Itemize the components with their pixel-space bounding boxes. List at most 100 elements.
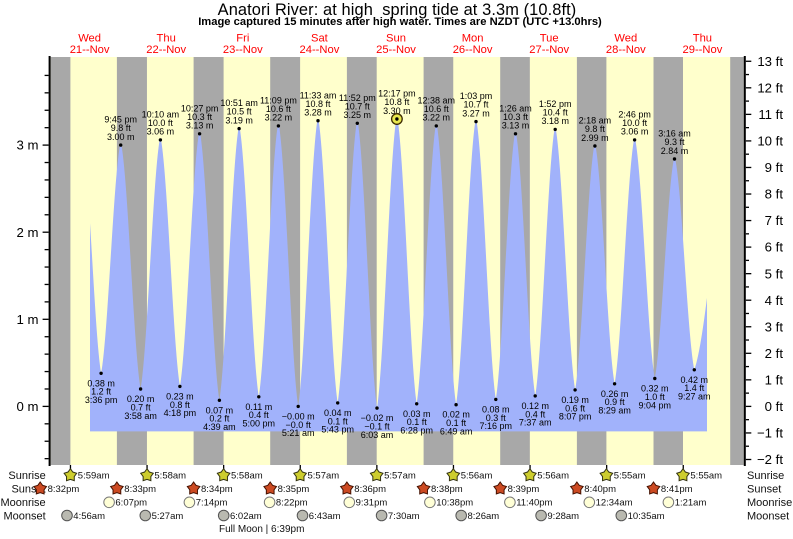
svg-text:8:34pm: 8:34pm	[201, 484, 233, 495]
svg-text:10:27 pm: 10:27 pm	[181, 103, 219, 113]
svg-text:0.38 m: 0.38 m	[87, 378, 115, 388]
svg-text:28--Nov: 28--Nov	[606, 44, 646, 56]
svg-text:5:56am: 5:56am	[461, 471, 493, 482]
svg-text:0.1 ft: 0.1 ft	[407, 417, 428, 427]
svg-text:10.3 ft: 10.3 ft	[187, 112, 213, 122]
svg-text:Moonrise: Moonrise	[747, 497, 792, 509]
svg-text:Fri: Fri	[236, 33, 249, 45]
svg-text:8:33pm: 8:33pm	[124, 484, 156, 495]
svg-text:9:27 am: 9:27 am	[678, 392, 711, 402]
svg-text:10 ft: 10 ft	[757, 134, 783, 149]
svg-text:11:40pm: 11:40pm	[516, 498, 552, 509]
svg-text:9:31pm: 9:31pm	[356, 498, 388, 509]
svg-text:7:14pm: 7:14pm	[196, 498, 228, 509]
svg-text:3.19 m: 3.19 m	[225, 115, 253, 125]
svg-text:1:21am: 1:21am	[675, 498, 707, 509]
svg-text:Tue: Tue	[540, 33, 559, 45]
svg-text:0.2 ft: 0.2 ft	[209, 414, 230, 424]
svg-text:9.3 ft: 9.3 ft	[664, 137, 685, 147]
svg-text:25--Nov: 25--Nov	[376, 44, 416, 56]
svg-text:9.8 ft: 9.8 ft	[111, 123, 132, 133]
svg-text:2 ft: 2 ft	[765, 346, 784, 361]
svg-text:9 ft: 9 ft	[765, 160, 784, 175]
svg-text:Sat: Sat	[311, 33, 329, 45]
svg-text:Anatori River: at high spring: Anatori River: at high spring tide at 3.…	[218, 1, 577, 19]
svg-text:0.1 ft: 0.1 ft	[446, 418, 467, 428]
svg-text:Mon: Mon	[462, 33, 484, 45]
svg-text:10:51 am: 10:51 am	[220, 98, 258, 108]
svg-text:29--Nov: 29--Nov	[683, 44, 723, 56]
svg-text:2 m: 2 m	[17, 225, 39, 240]
svg-text:1.4 ft: 1.4 ft	[684, 383, 705, 393]
svg-text:8:35pm: 8:35pm	[278, 484, 310, 495]
svg-text:9:04 pm: 9:04 pm	[639, 400, 672, 410]
svg-text:10.4 ft: 10.4 ft	[543, 108, 569, 118]
svg-text:26--Nov: 26--Nov	[453, 44, 493, 56]
svg-text:8:07 pm: 8:07 pm	[559, 412, 592, 422]
svg-text:0.04 m: 0.04 m	[324, 408, 352, 418]
svg-text:6:07pm: 6:07pm	[115, 498, 147, 509]
svg-text:1.2 ft: 1.2 ft	[91, 387, 112, 397]
svg-text:Full Moon | 6:39pm: Full Moon | 6:39pm	[219, 524, 304, 535]
svg-text:10:38pm: 10:38pm	[436, 498, 473, 509]
svg-text:24--Nov: 24--Nov	[300, 44, 340, 56]
svg-text:9:45 pm: 9:45 pm	[104, 115, 137, 125]
svg-text:6:28 pm: 6:28 pm	[400, 426, 433, 436]
svg-text:0.12 m: 0.12 m	[521, 401, 549, 411]
svg-text:8:26am: 8:26am	[468, 511, 500, 522]
svg-text:10.8 ft: 10.8 ft	[305, 99, 331, 109]
svg-text:8:22pm: 8:22pm	[276, 498, 308, 509]
svg-text:3.13 m: 3.13 m	[186, 121, 214, 131]
svg-text:10.0 ft: 10.0 ft	[148, 118, 174, 128]
svg-text:0.8 ft: 0.8 ft	[170, 400, 191, 410]
svg-text:3.27 m: 3.27 m	[462, 108, 490, 118]
svg-text:0 m: 0 m	[17, 399, 39, 414]
svg-text:10.6 ft: 10.6 ft	[266, 104, 292, 114]
svg-text:0.23 m: 0.23 m	[166, 391, 194, 401]
svg-text:4:18 pm: 4:18 pm	[164, 408, 197, 418]
svg-text:10.5 ft: 10.5 ft	[227, 107, 253, 117]
svg-text:2:18 am: 2:18 am	[579, 116, 612, 126]
svg-text:10.7 ft: 10.7 ft	[345, 101, 371, 111]
svg-text:10.8 ft: 10.8 ft	[384, 97, 410, 107]
svg-text:4 ft: 4 ft	[765, 293, 784, 308]
svg-text:0.26 m: 0.26 m	[601, 389, 629, 399]
svg-text:2:46 pm: 2:46 pm	[618, 110, 651, 120]
svg-text:27--Nov: 27--Nov	[529, 44, 569, 56]
svg-text:21--Nov: 21--Nov	[70, 44, 110, 56]
svg-text:5:58am: 5:58am	[154, 471, 186, 482]
svg-text:0.1 ft: 0.1 ft	[328, 416, 349, 426]
svg-text:5:58am: 5:58am	[231, 471, 263, 482]
svg-text:11:09 pm: 11:09 pm	[260, 96, 297, 106]
svg-text:10:35am: 10:35am	[628, 511, 665, 522]
svg-text:10:10 am: 10:10 am	[142, 110, 180, 120]
svg-text:23--Nov: 23--Nov	[223, 44, 263, 56]
svg-text:0.19 m: 0.19 m	[561, 395, 589, 405]
svg-text:0.4 ft: 0.4 ft	[249, 410, 270, 420]
svg-text:5:57am: 5:57am	[308, 471, 340, 482]
svg-text:5:00 pm: 5:00 pm	[243, 419, 276, 429]
svg-text:6 ft: 6 ft	[765, 240, 784, 255]
svg-text:0.11 m: 0.11 m	[245, 402, 272, 412]
svg-text:Wed: Wed	[614, 33, 637, 45]
svg-text:0.9 ft: 0.9 ft	[605, 397, 626, 407]
svg-text:0.3 ft: 0.3 ft	[486, 413, 507, 423]
svg-text:12:17 pm: 12:17 pm	[378, 89, 416, 99]
svg-text:6:43am: 6:43am	[309, 511, 341, 522]
svg-text:1:26 am: 1:26 am	[499, 103, 532, 113]
svg-text:8:32pm: 8:32pm	[48, 484, 80, 495]
svg-text:6:49 am: 6:49 am	[440, 427, 473, 437]
svg-text:0.03 m: 0.03 m	[403, 409, 431, 419]
svg-text:Sunrise: Sunrise	[8, 470, 45, 482]
svg-text:3.22 m: 3.22 m	[423, 113, 451, 123]
svg-text:0.42 m: 0.42 m	[681, 375, 709, 385]
svg-text:5:55am: 5:55am	[690, 471, 722, 482]
svg-text:3.06 m: 3.06 m	[621, 127, 649, 137]
svg-text:10.7 ft: 10.7 ft	[463, 100, 489, 110]
svg-text:Sun: Sun	[386, 33, 406, 45]
svg-text:−2 ft: −2 ft	[757, 452, 783, 467]
svg-text:8 ft: 8 ft	[765, 187, 784, 202]
svg-text:4:39 am: 4:39 am	[203, 422, 236, 432]
svg-text:5:59am: 5:59am	[78, 471, 110, 482]
svg-text:3.13 m: 3.13 m	[502, 121, 530, 131]
